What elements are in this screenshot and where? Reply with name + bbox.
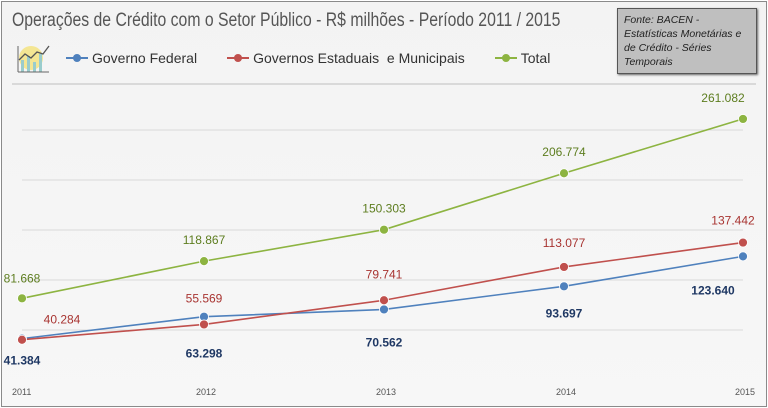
legend-item-total: Total (494, 50, 551, 66)
chart-legend: Governo Federal Governos Estaduais e Mun… (66, 50, 550, 66)
legend-label: Governo Federal (92, 50, 198, 66)
legend-item-governo-federal: Governo Federal (66, 50, 197, 66)
source-note: Fonte: BACEN - Estatísticas Monetárias e… (617, 8, 757, 74)
legend-marker-blue-icon (66, 54, 88, 62)
legend-label: Governos Estaduais e Municipais (253, 50, 465, 66)
legend-label: Total (520, 50, 551, 66)
legend-item-estaduais-municipais: Governos Estaduais e Municipais (227, 50, 465, 66)
line-chart-icon (15, 44, 51, 79)
legend-marker-red-icon (227, 54, 250, 62)
chart-title: Operações de Crédito com o Setor Público… (12, 10, 561, 31)
legend-marker-green-icon (494, 54, 517, 62)
